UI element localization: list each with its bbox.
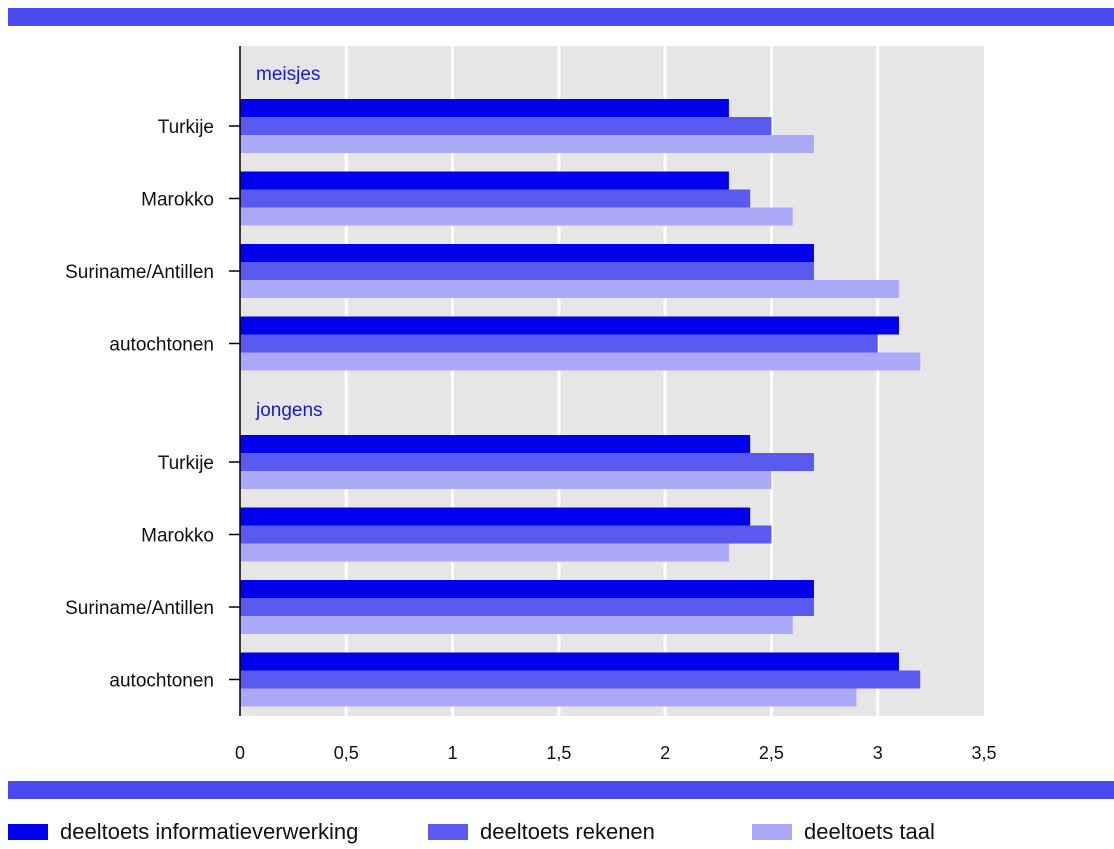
bar [240, 189, 751, 208]
legend-item-rekenen: deeltoets rekenen [428, 815, 655, 849]
group-labels: meisjes jongens [255, 64, 323, 421]
legend-swatch-informatieverwerking [8, 824, 48, 840]
y-tick-label: Turkije [158, 117, 214, 138]
bar [240, 99, 729, 117]
x-tick-label: 0,5 [334, 743, 359, 763]
bar [240, 244, 814, 262]
y-tick-label: Suriname/Antillen [65, 262, 214, 283]
x-tick-label: 3 [873, 743, 883, 763]
x-tick-label: 0 [235, 743, 245, 763]
bar [240, 580, 814, 598]
x-tick-label: 3,5 [971, 743, 996, 763]
bar [240, 334, 878, 353]
y-tick-label: Suriname/Antillen [65, 598, 214, 619]
bars [240, 99, 921, 707]
x-tick-label: 1 [448, 743, 458, 763]
legend-label-rekenen: deeltoets rekenen [480, 819, 655, 844]
y-tick-label: Turkije [158, 453, 214, 474]
bar [240, 280, 899, 298]
bar-chart: Turkije Marokko Suriname/Antillen autochton… [65, 46, 997, 763]
bar [240, 688, 857, 707]
bar [240, 453, 814, 471]
bar [240, 117, 772, 135]
x-axis-ticks: 0 0,5 1 1,5 2 2,5 3 3,5 [235, 743, 997, 763]
bar [240, 435, 751, 453]
bar [240, 525, 772, 544]
legend-swatch-rekenen [428, 824, 468, 840]
x-tick-label: 2 [660, 743, 670, 763]
legend-item-informatieverwerking: deeltoets informatieverwerking [8, 815, 358, 849]
y-tick-label: Marokko [141, 526, 214, 547]
y-axis: Turkije Marokko Suriname/Antillen autochton… [65, 46, 241, 716]
legend-item-taal: deeltoets taal [752, 815, 935, 849]
x-tick-label: 2,5 [759, 743, 784, 763]
bar [240, 598, 814, 616]
legend-swatch-taal [752, 824, 792, 840]
bar [240, 543, 729, 562]
group-label: jongens [255, 400, 323, 421]
bar [240, 316, 899, 335]
legend-label-taal: deeltoets taal [804, 819, 935, 844]
x-tick-label: 1,5 [546, 743, 571, 763]
bar [240, 471, 772, 489]
bar [240, 670, 921, 689]
top-band [8, 8, 1114, 26]
bar [240, 352, 921, 371]
bar [240, 652, 899, 671]
y-tick-label: autochtonen [109, 335, 214, 356]
bar [240, 262, 814, 280]
bar [240, 207, 793, 226]
bar [240, 616, 793, 634]
bar [240, 507, 751, 526]
y-tick-label: Marokko [141, 190, 214, 211]
legend-label-informatieverwerking: deeltoets informatieverwerking [60, 819, 359, 844]
bottom-band [8, 781, 1114, 799]
group-label: meisjes [256, 64, 320, 85]
bar [240, 171, 729, 190]
bar [240, 135, 814, 153]
y-tick-label: autochtonen [109, 671, 214, 692]
